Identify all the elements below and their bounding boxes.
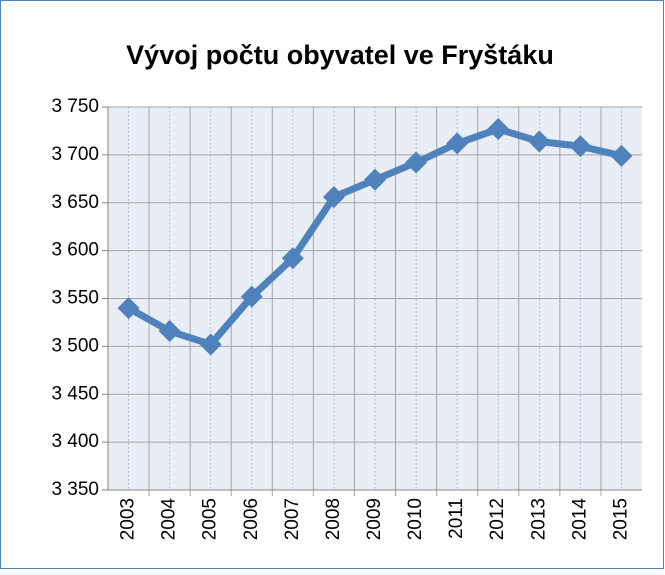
x-tick-label: 2011: [446, 498, 467, 539]
y-tick-label: 3 350: [51, 479, 99, 500]
y-tick-label: 3 750: [51, 96, 99, 117]
x-tick-label: 2005: [200, 498, 221, 540]
x-tick-label: 2006: [241, 498, 262, 540]
marker: [199, 333, 222, 356]
x-tick-label: 2015: [610, 498, 631, 540]
x-tick-label: 2003: [118, 498, 139, 540]
x-tick-label: 2010: [405, 498, 426, 540]
marker: [569, 135, 592, 158]
marker: [281, 247, 304, 270]
y-tick-label: 3 700: [51, 144, 99, 165]
x-tick-label: 2012: [487, 498, 508, 540]
marker: [158, 320, 181, 343]
y-tick-label: 3 400: [51, 431, 99, 452]
marker: [446, 132, 469, 155]
x-tick-label: 2004: [159, 498, 180, 541]
marker: [240, 285, 263, 308]
x-tick-label: 2014: [569, 498, 590, 541]
x-tick-label: 2007: [282, 498, 303, 540]
marker: [487, 118, 510, 141]
y-tick-label: 3 450: [51, 383, 99, 404]
x-tick-label: 2009: [364, 498, 385, 540]
x-tick-label: 2008: [323, 498, 344, 540]
marker: [405, 151, 428, 174]
marker: [322, 186, 345, 209]
marker: [610, 144, 633, 167]
x-tick-label: 2013: [528, 498, 549, 540]
marker: [528, 130, 551, 153]
y-tick-label: 3 600: [51, 240, 99, 261]
y-tick-label: 3 550: [51, 288, 99, 309]
chart-title: Vývoj počtu obyvatel ve Fryštáku: [126, 40, 554, 70]
y-tick-label: 3 650: [51, 192, 99, 213]
y-tick-label: 3 500: [51, 335, 99, 356]
marker: [364, 168, 386, 191]
marker: [117, 297, 140, 320]
